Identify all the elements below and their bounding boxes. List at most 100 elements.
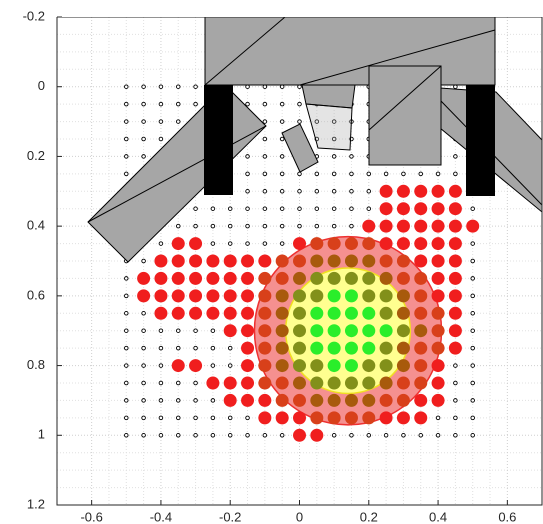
candidate-point [142,311,146,315]
candidate-point [124,433,128,437]
candidate-point [159,346,163,350]
candidate-point [142,416,146,420]
candidate-point [350,224,354,228]
candidate-point [332,207,336,211]
scored-point [362,220,375,233]
scored-point [345,307,358,320]
scored-point [362,324,375,337]
scored-point [241,307,254,320]
scored-point [397,237,410,250]
scored-point [224,394,237,407]
candidate-point [471,294,475,298]
scored-point [414,324,427,337]
candidate-point [384,433,388,437]
scored-point [414,255,427,268]
scored-point [380,307,393,320]
candidate-point [350,207,354,211]
scored-point [154,272,167,285]
scored-point [345,394,358,407]
y-tick-label: 0 [38,78,45,93]
candidate-point [124,294,128,298]
scored-point [397,359,410,372]
scored-point [345,359,358,372]
scored-point [449,307,462,320]
scored-point [172,289,185,302]
scored-point [310,359,323,372]
candidate-point [263,155,267,159]
scored-point [241,377,254,390]
scored-point [293,394,306,407]
candidate-point [332,224,336,228]
candidate-point [124,381,128,385]
candidate-point [211,433,215,437]
y-tick-label: 1 [38,427,45,442]
scored-point [397,220,410,233]
candidate-point [367,433,371,437]
candidate-point [280,120,284,124]
scored-point [432,185,445,198]
scored-point [345,324,358,337]
scored-point [172,255,185,268]
scored-point [380,394,393,407]
candidate-point [142,85,146,89]
candidate-point [176,433,180,437]
candidate-point [176,224,180,228]
x-tick-label: 0 [296,509,303,524]
scored-point [258,255,271,268]
candidate-point [124,277,128,281]
scored-point [380,342,393,355]
scored-point [362,307,375,320]
candidate-point [159,242,163,246]
scored-point [258,307,271,320]
candidate-point [228,346,232,350]
scored-point [414,377,427,390]
scored-point [276,377,289,390]
candidate-point [263,172,267,176]
scored-point [362,289,375,302]
candidate-point [471,242,475,246]
candidate-point [159,85,163,89]
scored-point [328,394,341,407]
candidate-point [280,224,284,228]
candidate-point [246,172,250,176]
candidate-point [298,120,302,124]
candidate-point [194,102,198,106]
candidate-point [159,399,163,403]
candidate-point [159,137,163,141]
scored-point [397,342,410,355]
scored-point [310,289,323,302]
candidate-point [194,433,198,437]
candidate-point [315,224,319,228]
candidate-point [246,155,250,159]
scored-point [380,377,393,390]
candidate-point [194,381,198,385]
scored-point [397,272,410,285]
scored-point [293,429,306,442]
scored-point [432,394,445,407]
candidate-point [142,364,146,368]
candidate-point [471,381,475,385]
scored-point [241,289,254,302]
x-tick-label: -0.4 [150,509,172,524]
candidate-point [228,364,232,368]
y-tick-label: -0.2 [23,8,45,23]
candidate-point [315,207,319,211]
candidate-point [142,120,146,124]
scored-point [414,359,427,372]
scored-point [414,220,427,233]
scored-point [310,342,323,355]
candidate-point [471,329,475,333]
scored-point [380,237,393,250]
candidate-point [159,433,163,437]
scored-point [154,255,167,268]
candidate-point [228,242,232,246]
candidate-point [176,381,180,385]
candidate-point [298,102,302,106]
candidate-point [194,85,198,89]
candidate-point [263,224,267,228]
scored-point [206,377,219,390]
candidate-point [176,346,180,350]
candidate-point [332,433,336,437]
candidate-point [263,207,267,211]
candidate-point [211,224,215,228]
